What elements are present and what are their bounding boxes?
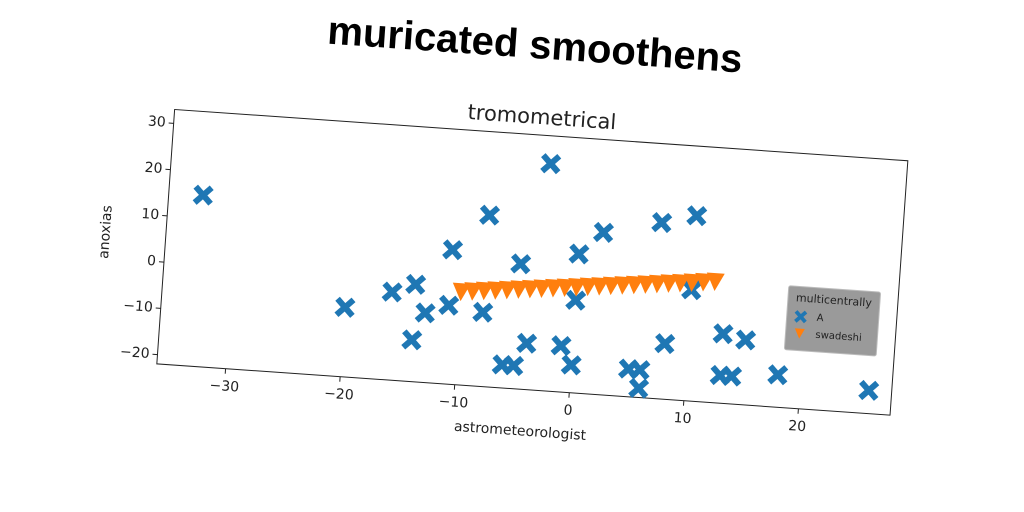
legend-label: A	[816, 313, 824, 324]
point	[464, 282, 483, 301]
point	[706, 272, 725, 292]
point	[334, 296, 356, 318]
point	[565, 289, 587, 311]
point	[858, 379, 880, 401]
point	[442, 239, 464, 261]
legend-title: multicentrally	[795, 291, 872, 309]
point	[767, 364, 789, 386]
point	[381, 281, 403, 303]
y-tick-label: 0	[147, 253, 157, 270]
y-tick-label: 30	[147, 114, 166, 131]
plot-frame	[156, 108, 909, 416]
point	[579, 277, 598, 297]
point	[651, 212, 673, 234]
legend-box	[783, 285, 881, 357]
point	[472, 301, 494, 323]
figure: muricated smoothens tromometrical astrom…	[96, 9, 909, 444]
x-tick-label: 0	[563, 402, 573, 419]
point	[686, 205, 708, 227]
point	[487, 281, 506, 300]
point	[510, 253, 532, 275]
y-tick-label: −20	[119, 344, 150, 362]
point	[516, 332, 538, 354]
point	[438, 294, 460, 316]
suptitle: muricated smoothens	[326, 9, 744, 82]
point	[735, 329, 757, 351]
x-tick-label: −30	[209, 378, 240, 396]
point	[545, 278, 564, 298]
x-tick-label: 10	[673, 410, 692, 427]
point	[405, 273, 427, 295]
point	[592, 221, 615, 243]
point	[568, 277, 587, 297]
point	[498, 280, 517, 300]
y-tick-label: 10	[141, 206, 160, 223]
point	[625, 275, 644, 295]
point	[192, 184, 214, 206]
point	[556, 278, 575, 298]
point	[560, 354, 582, 376]
point	[401, 329, 423, 351]
point	[712, 323, 734, 345]
point	[568, 243, 590, 265]
y-axis-label: anoxias	[96, 205, 116, 260]
x-tick-label: −10	[438, 394, 469, 412]
point	[660, 274, 679, 293]
point	[649, 274, 668, 294]
point	[629, 359, 651, 381]
x-axis-label: astrometeorologist	[453, 419, 587, 444]
x-tick-label: 20	[788, 418, 807, 435]
y-tick-label: −10	[123, 298, 154, 316]
point	[695, 272, 714, 292]
point	[452, 282, 471, 302]
point	[503, 355, 525, 377]
point	[602, 276, 621, 296]
point	[540, 153, 562, 175]
point	[414, 302, 436, 324]
legend-label: swadeshi	[815, 330, 862, 344]
point	[637, 275, 656, 294]
x-tick-label: −20	[324, 386, 355, 404]
legend-marker	[794, 310, 808, 324]
point	[479, 204, 501, 226]
point	[510, 280, 529, 299]
y-tick-label: 20	[144, 160, 163, 177]
point	[522, 279, 541, 299]
point	[591, 277, 610, 296]
point	[533, 279, 552, 298]
point	[475, 281, 494, 301]
point	[614, 276, 633, 295]
point	[628, 377, 650, 399]
point	[672, 273, 691, 293]
point	[550, 335, 572, 357]
point	[721, 365, 743, 387]
legend-marker	[794, 328, 805, 339]
point	[654, 333, 676, 355]
point	[683, 273, 702, 292]
chart-title: tromometrical	[467, 100, 617, 134]
